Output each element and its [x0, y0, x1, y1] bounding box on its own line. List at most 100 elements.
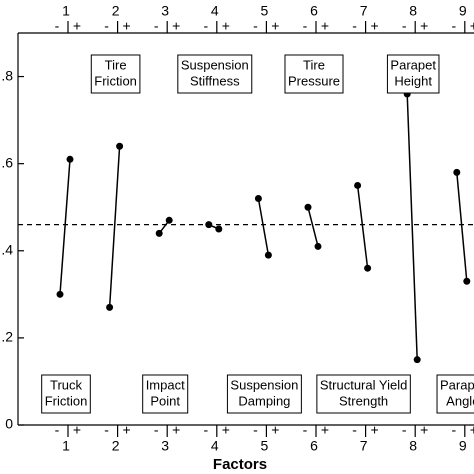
factor-label: Tire	[105, 57, 127, 72]
level-label: -	[352, 422, 357, 438]
x-tick-label: 1	[62, 3, 70, 19]
factor-label: Angle	[446, 393, 474, 408]
level-label: +	[470, 422, 474, 438]
x-tick-label: 9	[459, 3, 467, 19]
level-label: +	[420, 18, 428, 34]
level-label: +	[222, 422, 230, 438]
point	[205, 221, 213, 229]
factor-box	[226, 374, 302, 414]
factor-label: Truck	[50, 377, 83, 392]
point	[116, 142, 124, 150]
level-label: -	[203, 18, 208, 34]
point	[165, 216, 173, 224]
point	[264, 251, 272, 259]
factor-label: Parapet	[440, 377, 474, 392]
x-tick-label: 4	[211, 3, 219, 19]
level-label: -	[154, 18, 159, 34]
x-tick-label: 3	[161, 438, 169, 454]
x-tick-label: 8	[409, 438, 417, 454]
level-label: +	[321, 422, 329, 438]
x-tick-label: 8	[409, 3, 417, 19]
level-label: -	[402, 422, 407, 438]
level-label: -	[253, 18, 258, 34]
x-tick-label: 7	[360, 3, 368, 19]
factor-label: Strength	[339, 393, 388, 408]
factor-label: Suspension	[181, 57, 249, 72]
x-tick-label: 4	[211, 438, 219, 454]
point	[453, 168, 461, 176]
factor-label: Friction	[94, 73, 137, 88]
point	[304, 203, 312, 211]
x-tick-label: 5	[261, 438, 269, 454]
level-label: +	[123, 422, 131, 438]
level-label: -	[104, 18, 109, 34]
point	[155, 229, 163, 237]
effect-line	[108, 146, 121, 308]
point	[66, 155, 74, 163]
level-label: -	[352, 18, 357, 34]
level-label: +	[172, 422, 180, 438]
level-label: +	[420, 422, 428, 438]
effect-line	[356, 185, 369, 269]
level-label: +	[321, 18, 329, 34]
level-label: +	[123, 18, 131, 34]
x-tick-label: 6	[310, 3, 318, 19]
y-tick-label: .2	[1, 329, 13, 345]
level-label: -	[402, 18, 407, 34]
level-label: +	[222, 18, 230, 34]
point	[215, 225, 223, 233]
factor-label: Friction	[45, 393, 88, 408]
factor-box	[41, 374, 91, 414]
level-label: +	[271, 18, 279, 34]
level-label: -	[451, 422, 456, 438]
effect-line	[307, 207, 319, 247]
x-tick-label: 9	[459, 438, 467, 454]
point	[56, 290, 64, 298]
x-tick-label: 2	[112, 3, 120, 19]
factor-box	[386, 54, 440, 94]
factor-box	[436, 374, 474, 414]
effect-line	[59, 159, 71, 295]
y-tick-label: .8	[1, 67, 13, 83]
level-label: -	[303, 422, 308, 438]
level-label: -	[154, 422, 159, 438]
level-label: -	[451, 18, 456, 34]
point	[413, 356, 421, 364]
factor-box	[90, 54, 141, 94]
factor-label: Impact	[146, 377, 185, 392]
effect-line	[456, 172, 468, 282]
level-label: +	[371, 18, 379, 34]
point	[314, 242, 322, 250]
point	[463, 277, 471, 285]
level-label: +	[470, 18, 474, 34]
x-tick-label: 6	[310, 438, 318, 454]
x-tick-label: 5	[261, 3, 269, 19]
level-label: +	[73, 18, 81, 34]
factor-label: Tire	[303, 57, 325, 72]
x-tick-label: 3	[161, 3, 169, 19]
point	[364, 264, 372, 272]
point	[254, 195, 262, 203]
factor-label: Structural Yield	[320, 377, 407, 392]
factor-label: Damping	[238, 393, 290, 408]
factor-box	[177, 54, 253, 94]
point	[106, 303, 114, 311]
x-axis-title: Factors	[213, 456, 267, 473]
y-tick-label: .4	[1, 241, 13, 257]
level-label: -	[104, 422, 109, 438]
effect-line	[406, 93, 418, 360]
factor-label: Point	[150, 393, 180, 408]
x-tick-label: 2	[112, 438, 120, 454]
level-label: -	[253, 422, 258, 438]
factor-label: Parapet	[390, 57, 436, 72]
factor-box	[142, 374, 189, 414]
level-label: -	[55, 18, 60, 34]
factor-box	[284, 54, 344, 94]
level-label: -	[303, 18, 308, 34]
factor-label: Height	[394, 73, 432, 88]
level-label: +	[271, 422, 279, 438]
x-tick-label: 7	[360, 438, 368, 454]
level-label: -	[203, 422, 208, 438]
level-label: +	[73, 422, 81, 438]
